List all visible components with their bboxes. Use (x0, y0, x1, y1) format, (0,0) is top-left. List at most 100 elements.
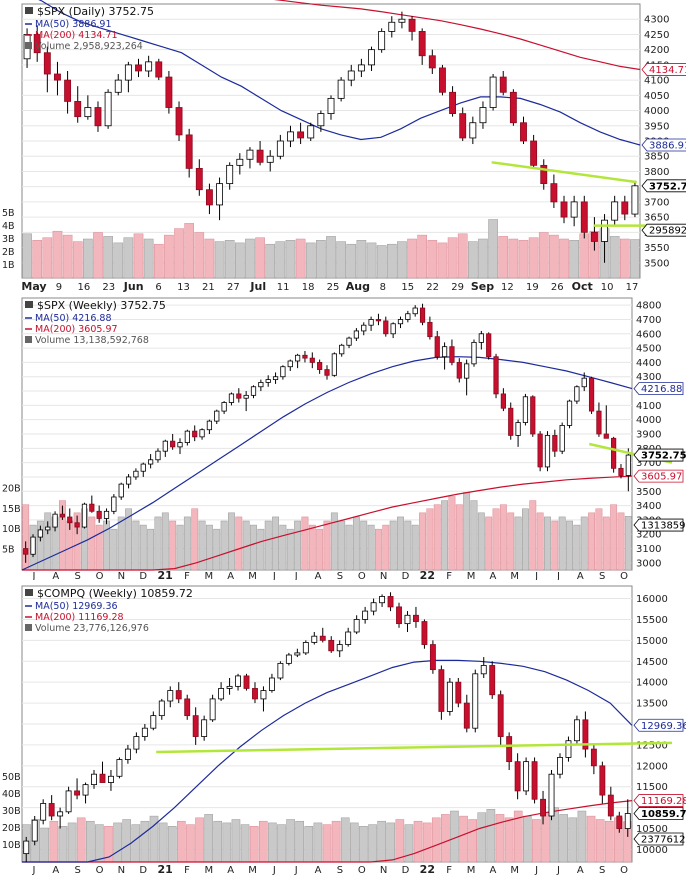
x-axis-label: 23 (102, 282, 115, 292)
candle-down (537, 433, 543, 468)
x-axis-label: D (402, 865, 410, 876)
price-tag-box (633, 518, 684, 532)
candle-down (509, 91, 517, 124)
volume-bar (304, 826, 314, 863)
candle-up (250, 386, 257, 396)
candle-up (317, 113, 325, 127)
volume-bar (422, 822, 432, 863)
volume-bar (389, 520, 397, 571)
candle-up (489, 76, 497, 108)
candle-up (201, 719, 208, 737)
x-axis-label: M (204, 571, 213, 580)
x-axis-label: M (467, 571, 476, 580)
volume-bar (214, 241, 225, 279)
candle-up (379, 596, 386, 604)
x-axis-label: J (294, 865, 298, 876)
candle-down (552, 435, 558, 452)
volume-bar (174, 228, 184, 279)
candle-down (59, 513, 66, 518)
volume-bar (301, 516, 309, 571)
price-tick-label: 3100 (636, 544, 661, 555)
ma200-line (22, 800, 633, 863)
candle-up (404, 614, 411, 625)
candle-down (67, 516, 73, 524)
candle-down (421, 621, 428, 645)
candle-up (353, 330, 360, 339)
candle-up (397, 319, 404, 325)
x-axis-label: A (315, 571, 322, 580)
volume-bar (528, 237, 539, 279)
volume-bar (286, 819, 295, 863)
volume-bar (272, 516, 279, 571)
volume-bar (346, 243, 357, 279)
volume-bar (222, 822, 232, 863)
candle-up (601, 219, 608, 242)
price-tick-label: 3700 (644, 197, 669, 208)
x-axis-label: M (248, 865, 257, 876)
volume-bar (573, 524, 581, 571)
volume-bar (492, 508, 500, 571)
volume-bar (158, 822, 168, 863)
candle-down (588, 377, 595, 412)
candle-down (155, 61, 163, 78)
x-axis-label: 25 (327, 282, 340, 292)
volume-bar (382, 524, 390, 571)
volume-bar (350, 822, 359, 863)
candle-down (33, 34, 41, 54)
volume-tick-label: 3B (2, 234, 15, 245)
x-axis-label: 19 (526, 282, 539, 292)
volume-bar (485, 516, 493, 571)
volume-bar (76, 817, 86, 863)
price-tag-box (633, 469, 684, 483)
candle-down (611, 437, 617, 469)
price-tag-box (633, 832, 684, 846)
candle-down (607, 794, 614, 817)
legend-entry: MA(50) 12969.36 (35, 601, 118, 612)
candle-up (260, 690, 267, 700)
volume-bar (264, 520, 272, 571)
candle-up (184, 430, 190, 443)
candle-down (184, 698, 191, 717)
candle-up (472, 673, 479, 729)
volume-bar (139, 524, 147, 571)
candle-down (48, 803, 55, 817)
volume-bar (549, 234, 559, 279)
candle-up (412, 307, 418, 315)
price-tick-label: 10500 (636, 824, 668, 835)
x-axis-label: M (510, 865, 519, 876)
price-tick-label: 3950 (644, 121, 669, 132)
volume-tick-label: 20B (2, 483, 21, 494)
volume-bar (604, 820, 614, 863)
candle-up (37, 529, 43, 538)
candle-up (294, 652, 301, 656)
candle-down (459, 113, 467, 139)
trendline (156, 741, 673, 754)
candle-down (540, 164, 548, 185)
legend-entry: Volume 2,958,923,264 (35, 41, 143, 52)
price-tag-label: 23776126 (641, 835, 686, 846)
price-tag-box (641, 179, 686, 193)
candle-up (108, 775, 114, 783)
volume-bar (375, 528, 382, 571)
volume-bar (177, 820, 186, 863)
candle-up (91, 773, 97, 786)
volume-bar (431, 817, 441, 863)
candle-up (103, 510, 110, 519)
volume-bar (58, 826, 68, 863)
x-axis-label: A (489, 865, 496, 876)
volume-bar (417, 234, 427, 279)
volume-tick-label: 10B (2, 840, 21, 851)
candle-down (185, 134, 193, 169)
volume-bar (522, 508, 529, 571)
volume-bar (52, 230, 63, 279)
candle-up (361, 324, 367, 332)
volume-bar (359, 826, 368, 863)
volume-bar (529, 500, 537, 571)
price-tick-label: 3500 (636, 487, 661, 498)
candle-down (99, 773, 106, 783)
price-tick-label: 4700 (636, 315, 661, 326)
candle-down (94, 107, 102, 127)
candle-down (429, 644, 436, 671)
candle-down (428, 55, 436, 69)
candle-up (218, 688, 225, 700)
